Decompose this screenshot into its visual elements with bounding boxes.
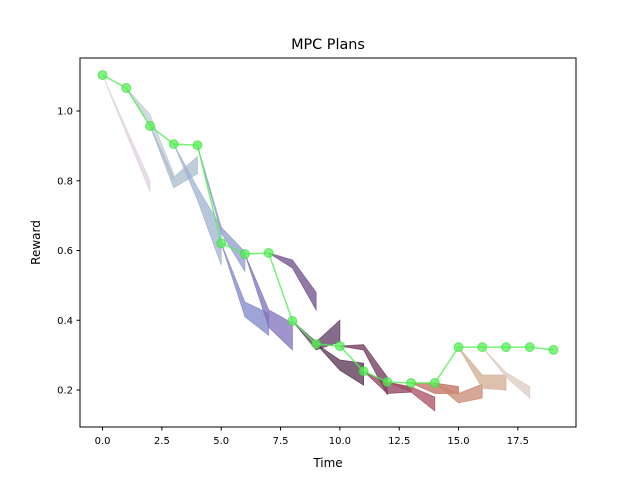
- x-tick-label: 5.0: [213, 436, 229, 447]
- data-point: [263, 247, 274, 258]
- data-point: [382, 377, 393, 388]
- data-point: [453, 342, 464, 353]
- data-point: [477, 342, 488, 353]
- plan-bands: [102, 74, 531, 412]
- plan-band-6: [244, 253, 293, 351]
- data-point: [358, 366, 369, 377]
- x-tick-label: 0.0: [95, 436, 111, 447]
- x-tick-label: 17.5: [507, 436, 529, 447]
- x-tick-label: 12.5: [388, 436, 410, 447]
- data-point: [216, 238, 227, 249]
- data-point: [121, 82, 132, 93]
- x-tick-label: 7.5: [273, 436, 289, 447]
- data-point: [145, 121, 156, 132]
- data-point: [287, 315, 298, 326]
- plan-band-4: [197, 145, 246, 273]
- data-point: [406, 378, 417, 389]
- plan-band-16: [481, 346, 531, 399]
- data-point: [548, 344, 559, 355]
- x-tick-label: 10.0: [329, 436, 351, 447]
- y-tick-label: 0.8: [57, 176, 73, 187]
- plan-band-15: [458, 346, 507, 391]
- x-tick-label: 15.0: [447, 436, 469, 447]
- y-axis-label: Reward: [29, 220, 43, 265]
- series-layer: [97, 70, 559, 389]
- data-point: [239, 249, 250, 260]
- data-point: [311, 338, 322, 349]
- axes-frame: [79, 57, 577, 428]
- data-point: [429, 378, 440, 389]
- x-axis: 0.0 2.5 5.0 7.5 10.0 12.5 15.0 17.5: [95, 427, 529, 447]
- plan-band-0: [102, 74, 151, 193]
- data-point: [192, 140, 203, 151]
- data-point: [168, 139, 179, 150]
- plan-band-7: [268, 252, 317, 312]
- data-point: [97, 70, 108, 81]
- plan-band-14: [434, 382, 483, 404]
- y-tick-label: 0.4: [57, 316, 73, 327]
- y-axis: 0.2 0.4 0.6 0.8 1.0: [57, 107, 80, 397]
- chart-title: MPC Plans: [291, 37, 365, 53]
- data-point: [500, 342, 511, 353]
- data-point: [524, 342, 535, 353]
- x-tick-label: 2.5: [154, 436, 170, 447]
- y-tick-label: 0.2: [57, 386, 73, 397]
- x-axis-label: Time: [312, 456, 342, 470]
- y-tick-label: 1.0: [57, 107, 73, 118]
- y-tick-label: 0.6: [57, 246, 73, 257]
- data-point: [334, 341, 345, 352]
